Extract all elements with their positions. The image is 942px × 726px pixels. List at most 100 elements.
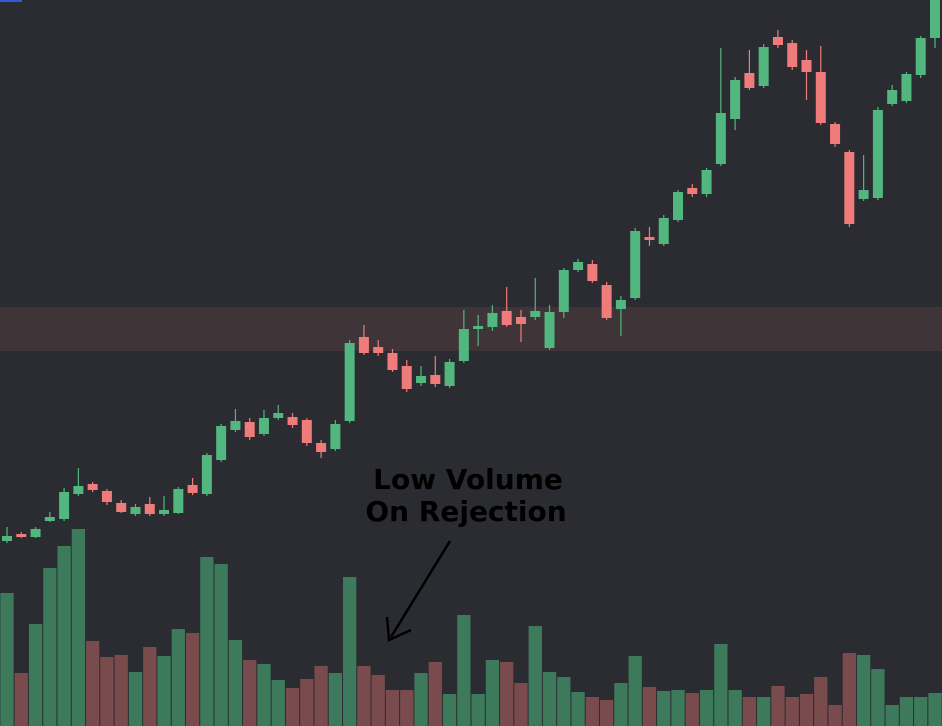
volume-bar: [785, 697, 799, 726]
volume-bar: [685, 693, 699, 726]
candle-body: [101, 491, 112, 502]
candle-body: [915, 38, 926, 75]
candle-body: [601, 285, 612, 318]
candle-body: [715, 113, 726, 164]
zone-layer: [0, 307, 942, 351]
candle-body: [301, 420, 312, 443]
volume-bar: [914, 697, 928, 726]
corner-marker: [0, 0, 22, 2]
candle-body: [501, 311, 512, 325]
volume-bar: [71, 529, 86, 726]
volume-bar: [856, 655, 871, 726]
candle-body: [758, 47, 769, 86]
volume-bar: [200, 557, 214, 726]
volume-bar: [86, 641, 100, 726]
candle-body: [587, 264, 598, 281]
candle-body: [230, 421, 241, 430]
candle-body: [673, 192, 684, 220]
volume-bar: [828, 705, 842, 726]
volume-bar: [343, 577, 357, 726]
volume-bar: [314, 666, 328, 726]
volume-bar: [428, 662, 442, 726]
zone: [0, 307, 942, 351]
candle-body: [858, 190, 869, 199]
candle-body: [458, 329, 469, 361]
volume-bar: [143, 647, 157, 726]
candle-body: [201, 455, 212, 494]
volume-bar: [628, 656, 642, 726]
candle-body: [744, 73, 755, 88]
candle-body: [644, 237, 655, 240]
volume-bar: [871, 669, 885, 726]
volume-bar: [471, 694, 485, 726]
candle-body: [30, 529, 41, 537]
candle-body: [687, 188, 698, 194]
volume-bar: [57, 546, 71, 726]
volume-bar: [171, 629, 185, 726]
volume-bar: [885, 705, 899, 726]
candle-body: [344, 343, 355, 421]
volume-bar: [14, 673, 28, 726]
volume-bar: [657, 691, 671, 726]
volume-bar: [385, 690, 400, 726]
volume-bar: [500, 662, 514, 726]
candle-body: [187, 485, 198, 493]
candle-body: [287, 417, 298, 425]
candle-body: [844, 152, 855, 224]
candle-body: [87, 484, 98, 490]
volume-bar: [243, 660, 257, 726]
volume-layer: [0, 529, 942, 726]
candle-body: [573, 262, 584, 270]
volume-bar: [757, 697, 771, 726]
volume-bar: [528, 626, 542, 726]
volume-bar: [714, 644, 728, 726]
candle-body: [930, 0, 940, 38]
candle-body: [16, 534, 27, 537]
volume-bar: [43, 568, 57, 726]
candle-body: [258, 418, 269, 434]
volume-bar: [257, 664, 271, 726]
volume-bar: [271, 680, 285, 726]
candle-body: [144, 504, 155, 514]
volume-bar: [599, 700, 614, 726]
candle-body: [487, 313, 498, 327]
candle-body: [658, 218, 669, 244]
volume-bar: [814, 677, 828, 726]
candle-body: [173, 489, 184, 513]
arrow-shaft: [389, 540, 452, 638]
volume-bar: [899, 697, 914, 726]
volume-bar: [728, 690, 742, 726]
volume-bar: [771, 686, 785, 726]
candle-body: [59, 492, 70, 519]
candle-body: [430, 375, 441, 384]
volume-bar: [157, 656, 171, 726]
candle-layer: [2, 0, 940, 543]
candle-body: [730, 80, 741, 119]
candle-body: [401, 366, 412, 389]
volume-bar: [457, 615, 471, 726]
candle-body: [159, 510, 170, 514]
volume-bar: [28, 624, 43, 726]
arrow-head: [385, 616, 412, 642]
volume-bar: [585, 697, 599, 726]
volume-bar: [357, 666, 371, 726]
volume-bar: [442, 694, 457, 726]
candle-body: [330, 424, 341, 449]
volume-bar: [485, 660, 500, 726]
candle-body: [872, 110, 883, 198]
volume-bar: [642, 687, 657, 726]
candle-body: [772, 37, 783, 45]
candle-body: [530, 311, 541, 317]
volume-bar: [0, 593, 14, 726]
candle-body: [887, 90, 898, 104]
volume-bar: [300, 679, 314, 726]
volume-bar: [571, 692, 585, 726]
candle-body: [473, 326, 484, 329]
volume-bar: [614, 683, 628, 726]
volume-bar: [414, 673, 428, 726]
volume-bar: [100, 657, 114, 726]
candle-body: [444, 362, 455, 386]
candle-body: [515, 317, 526, 324]
candle-body: [373, 347, 384, 353]
